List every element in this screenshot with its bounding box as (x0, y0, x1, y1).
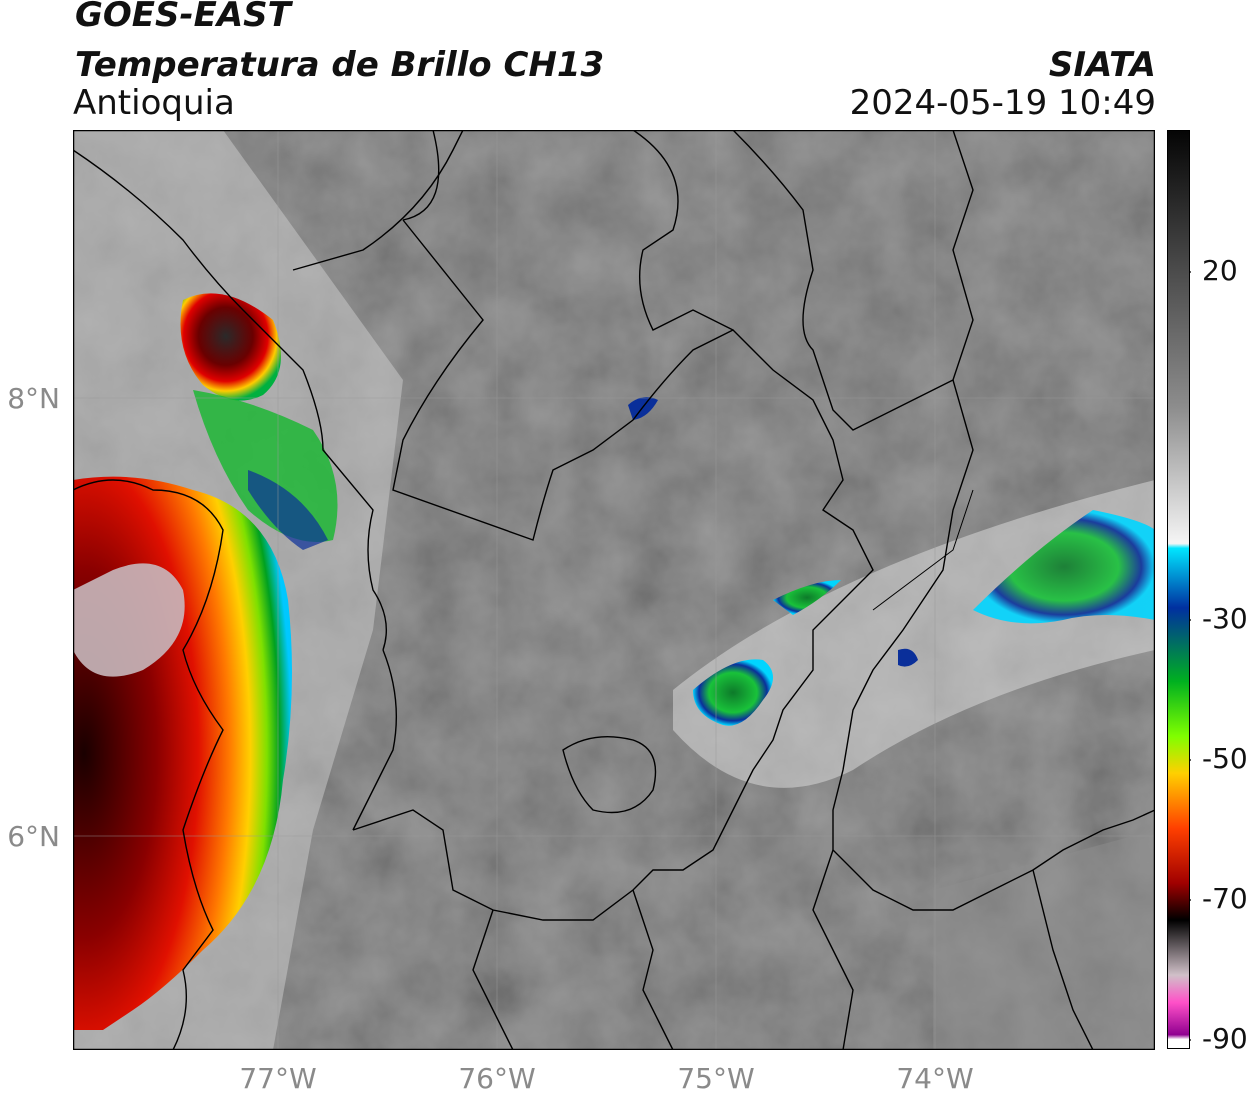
santander-boundary (732, 130, 974, 431)
west-storm-core (73, 563, 185, 677)
northern-spot (628, 396, 658, 420)
cundinamarca-boundary (812, 849, 854, 1050)
central-cell-small (773, 580, 841, 615)
southeast-gray (933, 830, 1155, 1050)
caldas-boundary (632, 889, 674, 1050)
north-storm-edge (248, 470, 328, 550)
colorbar-tick-minus90: -90 (1202, 1022, 1248, 1055)
antioquia-west (352, 649, 398, 831)
lon-label-75w: 75°W (677, 1062, 755, 1095)
cordoba-boundary (402, 130, 440, 221)
region-label: Antioquia (73, 83, 235, 123)
antioquia-boundary (352, 219, 874, 921)
risaralda-boundary (472, 909, 514, 1050)
timestamp: 2024-05-19 10:49 (849, 83, 1156, 123)
title-line-1: GOES-EAST (75, 0, 291, 35)
east-cells (973, 510, 1155, 624)
borders (73, 130, 1155, 1050)
map-canvas (73, 130, 1155, 1050)
bolivar-boundary (632, 130, 734, 331)
coastline-caribbean (73, 149, 388, 651)
lake-region (562, 735, 657, 814)
graticule (73, 130, 1155, 1050)
brand-label: SIATA (1048, 45, 1156, 85)
north-storm (180, 293, 281, 401)
boyaca-boundary (1032, 869, 1094, 1050)
east-boundary (832, 379, 1155, 911)
coastline-uraba (292, 130, 464, 271)
lat-label-8n: 8°N (7, 382, 60, 415)
central-cell (693, 659, 773, 726)
lon-label-77w: 77°W (239, 1062, 317, 1095)
lon-label-76w: 76°W (458, 1062, 536, 1095)
colorbar (1167, 130, 1191, 1049)
colorbar-tick-minus70: -70 (1202, 882, 1248, 915)
thin-border (872, 489, 974, 611)
title-line-2: Temperatura de Brillo CH13 (75, 45, 605, 85)
lon-label-74w: 74°W (896, 1062, 974, 1095)
map-frame (73, 130, 1155, 1050)
colorbar-tick-minus50: -50 (1202, 742, 1248, 775)
east-cells-small (898, 648, 918, 667)
colorbar-tick-20: 20 (1202, 254, 1238, 287)
lat-label-6n: 6°N (7, 820, 60, 853)
colorbar-tick-minus30: -30 (1202, 602, 1248, 635)
colombia-panama-border (73, 479, 224, 1050)
